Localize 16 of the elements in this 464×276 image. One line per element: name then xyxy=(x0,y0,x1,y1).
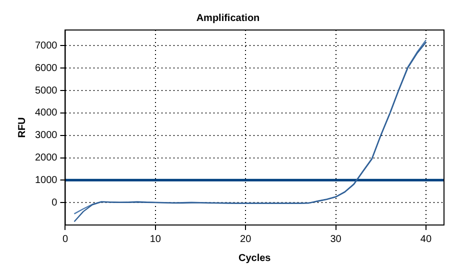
y-tick-label: 0 xyxy=(52,197,58,208)
y-axis-title: RFU xyxy=(16,117,28,138)
x-tick-label: 30 xyxy=(330,234,342,245)
y-tick-label: 3000 xyxy=(34,130,58,142)
y-tick-label: 7000 xyxy=(34,40,58,52)
x-tick-label: 0 xyxy=(62,234,68,245)
y-tick-label: 1000 xyxy=(34,174,58,186)
chart-title: Amplification xyxy=(196,12,260,24)
x-tick-label: 10 xyxy=(150,234,162,245)
y-tick-label: 2000 xyxy=(34,152,58,164)
x-tick-label: 40 xyxy=(420,234,432,245)
x-axis-title: Cycles xyxy=(238,252,272,264)
x-tick-label: 20 xyxy=(240,234,252,245)
y-tick-label: 4000 xyxy=(34,108,58,119)
y-tick-label: 6000 xyxy=(34,62,58,74)
y-tick-label: 5000 xyxy=(34,85,58,96)
